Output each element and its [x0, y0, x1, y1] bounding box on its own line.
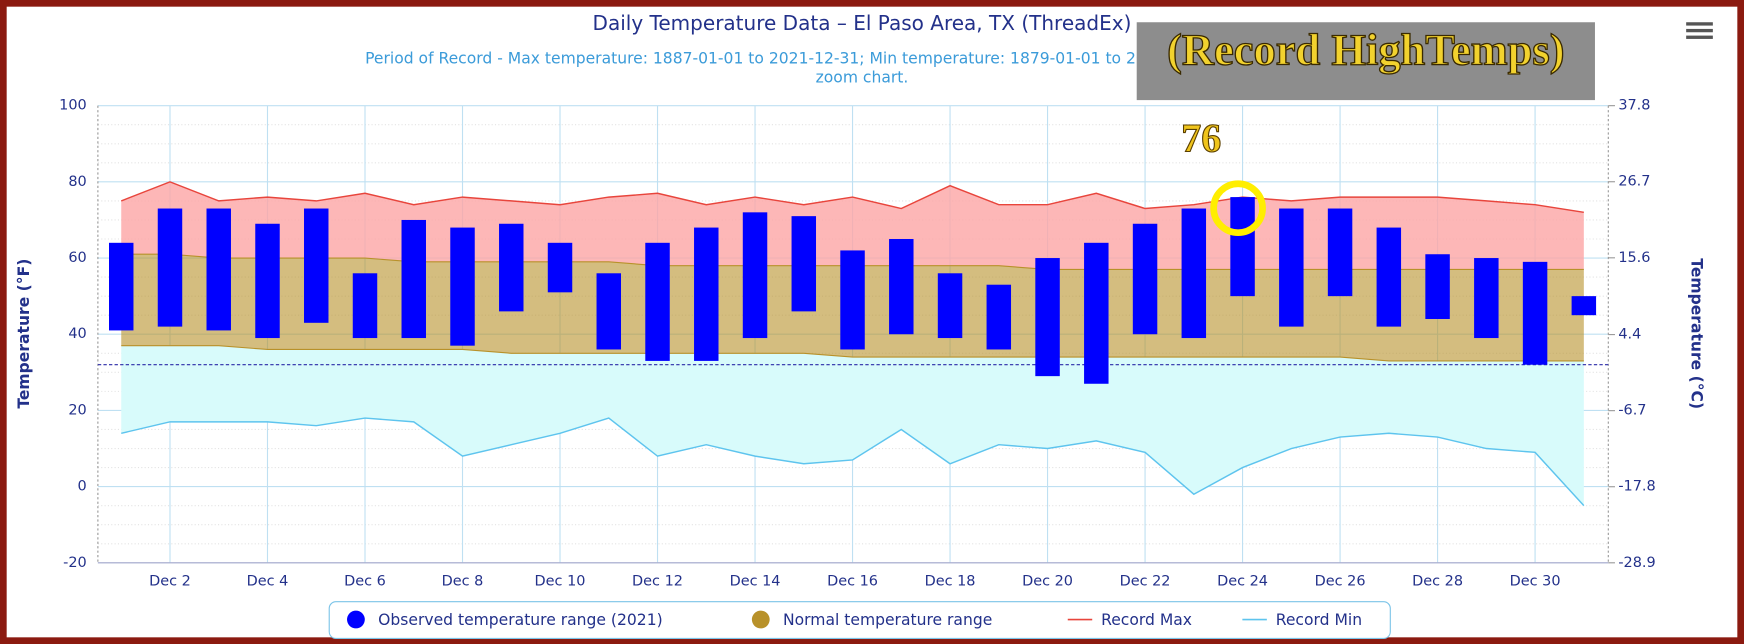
highlight-circle [1210, 180, 1266, 237]
x-tick-label: Dec 18 [925, 574, 976, 590]
observed-bar [986, 284, 1012, 350]
y-tick-label: 60 [68, 250, 86, 266]
record-min-area [121, 345, 1584, 506]
y2-tick-label: -28.9 [1618, 555, 1655, 571]
observed-bar [1474, 258, 1499, 339]
x-tick-label: Dec 4 [247, 574, 289, 590]
observed-bar [1327, 208, 1353, 297]
overlay [1210, 180, 1266, 237]
legend-swatch [751, 610, 770, 629]
observed-bar [1376, 227, 1402, 327]
normal-low-line [121, 345, 1584, 362]
x-tick-label: Dec 28 [1412, 574, 1463, 590]
subtitle: Period of Record - Max temperature: 1887… [365, 49, 1359, 67]
observed-bar [109, 242, 134, 331]
highlight-box [1136, 22, 1595, 101]
chart-title: Daily Temperature Data – El Paso Area, T… [593, 11, 1132, 35]
callout-text: 76 [1181, 116, 1221, 161]
y-tick-label: -20 [63, 555, 87, 571]
menu-bar [1686, 35, 1713, 39]
y2-tick-label: 4.4 [1618, 327, 1641, 343]
x-tick-label: Dec 14 [730, 574, 781, 590]
observed-bar [255, 223, 280, 339]
x-tick-label: Dec 26 [1315, 574, 1366, 590]
x-tick-label: Dec 20 [1022, 574, 1073, 590]
observed-bar [352, 273, 378, 339]
observed-bar [889, 238, 914, 335]
observed-bar [304, 208, 329, 323]
observed-bar [1181, 208, 1207, 339]
y-axis-label: Temperature (°F) [15, 259, 33, 409]
observed-bar [840, 250, 865, 350]
observed-bar [596, 273, 622, 350]
observed-bar [1522, 261, 1548, 365]
menu-button[interactable] [1682, 16, 1718, 45]
y2-tick-label: 26.7 [1618, 174, 1650, 190]
menu-bar [1686, 22, 1713, 26]
observed-bar [937, 273, 963, 339]
record-line [120, 181, 1584, 214]
y2-tick-label: 37.8 [1618, 98, 1650, 114]
y2-axis-label: Temperature (°C) [1688, 258, 1706, 409]
x-tick-label: Dec 22 [1120, 574, 1171, 590]
observed-bar [499, 223, 524, 312]
x-tick-label: Dec 16 [827, 574, 878, 590]
observed-bar [791, 216, 817, 312]
observed-bar [206, 208, 231, 331]
observed-bar [645, 242, 670, 361]
observed-bar [157, 208, 183, 327]
highlight-text: (Record HighTemps) [1167, 25, 1564, 75]
legend: Observed temperature range (2021) Normal … [347, 610, 1362, 629]
legend-box [328, 601, 1391, 639]
x-tick-label: Dec 6 [344, 574, 386, 590]
legend-label: Record Max [1101, 611, 1192, 629]
y2-tick-label: -6.7 [1618, 403, 1646, 419]
y-tick-label: 0 [78, 479, 87, 495]
x-tick-label: Dec 12 [632, 574, 683, 590]
observed-bar [1084, 242, 1109, 384]
subtitle: zoom chart. [816, 68, 909, 86]
y-tick-label: 40 [68, 326, 86, 342]
x-tick-label: Dec 8 [442, 574, 484, 590]
observed-bar [1132, 223, 1158, 335]
x-tick-label: Dec 2 [149, 574, 191, 590]
observed-bar [1571, 296, 1597, 316]
observed-bar [450, 227, 475, 346]
observed-bar [1230, 197, 1255, 297]
y-tick-label: 20 [68, 402, 86, 418]
observed-bar [694, 227, 719, 361]
x-tick-label: Dec 24 [1217, 574, 1268, 590]
legend-label: Normal temperature range [783, 611, 992, 629]
observed-bar [1425, 254, 1450, 319]
legend-label: Observed temperature range (2021) [378, 611, 663, 629]
menu-bar [1686, 28, 1713, 33]
legend-label: Record Min [1276, 611, 1362, 629]
y2-tick-label: 15.6 [1618, 250, 1650, 266]
observed-bar [1035, 258, 1060, 377]
observed-bar [1279, 208, 1304, 327]
observed-bar [401, 219, 426, 339]
x-tick-label: Dec 10 [535, 574, 586, 590]
record-line [121, 417, 1585, 507]
record-max-area [121, 181, 1584, 270]
observed-bar [742, 212, 768, 339]
y-tick-label: 80 [68, 174, 86, 190]
legend-swatch [347, 610, 365, 629]
plot-area: -20 0 20 40 60 80 100 -28.9 -17.8 -6.7 4.4 15.6 26.7… [59, 98, 1655, 590]
observed-bar [547, 242, 573, 293]
y-tick-label: 100 [59, 98, 87, 114]
y2-tick-label: -17.8 [1618, 479, 1655, 495]
x-tick-label: Dec 30 [1510, 574, 1561, 590]
